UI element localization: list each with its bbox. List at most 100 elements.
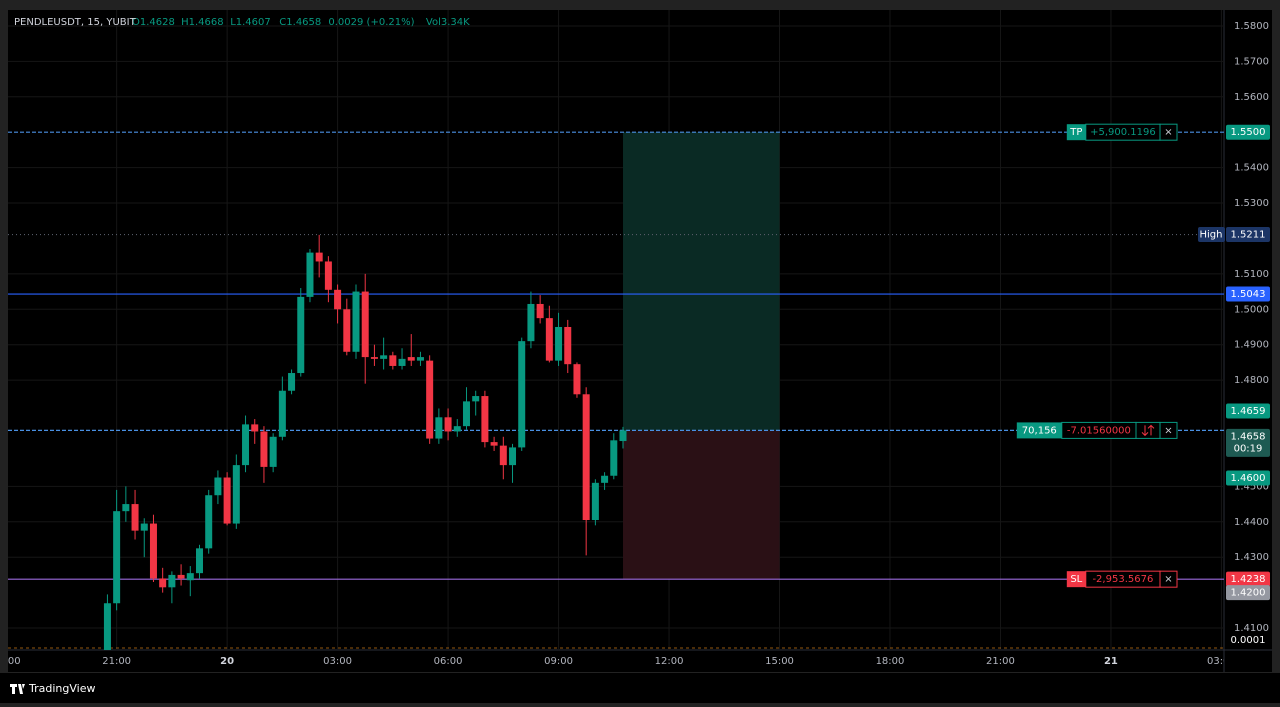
order-close[interactable]: × xyxy=(1164,574,1172,585)
candle-body xyxy=(214,477,222,496)
x-tick-label: 03:00 xyxy=(323,656,352,667)
candle-body xyxy=(509,447,517,466)
candle-body xyxy=(380,355,388,359)
x-tick-label: 06:00 xyxy=(434,656,463,667)
candle-body xyxy=(398,358,406,366)
candle-body xyxy=(278,390,286,437)
candle-body xyxy=(573,364,581,395)
candle-body xyxy=(306,252,314,297)
price-tag-name-box xyxy=(1198,227,1225,243)
profit-zone xyxy=(622,132,780,431)
candle-body xyxy=(435,417,443,439)
x-tick-label: 09:00 xyxy=(544,656,573,667)
candle-body xyxy=(343,309,351,352)
candle-body xyxy=(122,504,130,512)
candle-body xyxy=(416,357,424,361)
candle-body xyxy=(591,482,599,521)
ohlc-label: H1.4668 xyxy=(181,17,224,28)
y-tick-label: 1.4800 xyxy=(1234,375,1269,386)
candle-body xyxy=(545,318,553,361)
x-tick-label: 18:00 xyxy=(876,656,905,667)
price-tag-box xyxy=(1226,227,1270,243)
y-tick-label: 1.4400 xyxy=(1234,517,1269,528)
volume-tag-box xyxy=(1226,633,1270,647)
candle-body xyxy=(407,357,415,361)
order-name-box xyxy=(1066,571,1086,588)
candle-body xyxy=(370,357,378,359)
candle-body xyxy=(527,303,535,342)
candle-body xyxy=(103,603,111,650)
candle-body xyxy=(361,291,369,358)
x-tick-label: 18:00 xyxy=(0,656,21,667)
price-tag: 1.4238 xyxy=(1231,574,1266,585)
candle-body xyxy=(177,574,185,579)
symbol: PENDLEUSDT, 15, YUBIT xyxy=(14,17,137,28)
candle-body xyxy=(619,430,627,442)
candle-body xyxy=(297,296,305,374)
candle-body xyxy=(315,252,323,262)
order-name: SL xyxy=(1070,574,1082,585)
candle-body xyxy=(140,523,148,531)
candle-body xyxy=(260,431,268,467)
price-tag-box xyxy=(1226,585,1270,601)
price-tag: 1.5500 xyxy=(1231,127,1266,138)
price-tag-name: High xyxy=(1200,230,1223,241)
candle-body xyxy=(426,360,434,439)
y-tick-label: 1.4100 xyxy=(1234,623,1269,634)
y-tick-label: 1.5000 xyxy=(1234,304,1269,315)
candle-body xyxy=(159,578,167,588)
candle-body xyxy=(453,426,461,432)
candle-body xyxy=(251,424,259,432)
candle-body xyxy=(490,442,498,446)
price-tag: 1.4659 xyxy=(1231,406,1266,417)
y-tick-label: 1.5100 xyxy=(1234,269,1269,280)
brand-logo xyxy=(10,684,25,694)
price-tag-box xyxy=(1226,403,1270,419)
price-tag-box xyxy=(1226,124,1270,140)
price-tag: 1.4200 xyxy=(1231,588,1266,599)
candle-body xyxy=(389,355,397,366)
candle-body xyxy=(555,326,563,361)
y-tick-label: 1.4900 xyxy=(1234,340,1269,351)
price-tag: 1.5043 xyxy=(1231,289,1266,300)
order-pnl: +5,900.1196 xyxy=(1090,127,1156,138)
order-close[interactable]: × xyxy=(1164,127,1172,138)
candle-body xyxy=(131,504,139,531)
brand: TradingView xyxy=(28,682,95,695)
candle-body xyxy=(564,326,572,365)
price-tag-box xyxy=(1226,428,1270,457)
ohlc-label: C1.4658 xyxy=(279,17,321,28)
price-countdown: 00:19 xyxy=(1234,443,1263,454)
candle-body xyxy=(223,477,231,524)
price-tag: 1.5211 xyxy=(1231,230,1266,241)
volume-label: Vol3.34K xyxy=(426,17,470,28)
y-tick-label: 1.4300 xyxy=(1234,552,1269,563)
volume-scale-label: 0.0001 xyxy=(1231,635,1266,646)
order-close[interactable]: × xyxy=(1164,425,1172,436)
candle-body xyxy=(269,436,277,467)
candle-body xyxy=(242,424,250,466)
price-tag-box xyxy=(1226,571,1270,587)
footer xyxy=(0,673,1280,703)
y-tick-label: 1.5800 xyxy=(1234,21,1269,32)
candle-body xyxy=(168,574,176,588)
candle-body xyxy=(334,289,342,310)
candle-body xyxy=(499,445,507,466)
loss-zone xyxy=(622,430,780,580)
price-tag-box xyxy=(1226,286,1270,302)
candle-body xyxy=(518,341,526,448)
y-tick-label: 1.5600 xyxy=(1234,92,1269,103)
candle-body xyxy=(472,396,480,402)
price-tag: 1.4658 xyxy=(1231,431,1266,442)
candle-body xyxy=(186,573,194,581)
order-reverse-box xyxy=(1135,421,1161,439)
candle-body xyxy=(462,401,470,427)
candle-body xyxy=(610,440,618,476)
candle-body xyxy=(195,548,203,574)
ohlc-label: O1.4628 xyxy=(132,17,175,28)
candle-body xyxy=(444,417,452,432)
candle-body xyxy=(232,465,240,524)
order-pnl: -2,953.5676 xyxy=(1092,574,1153,585)
order-name-box xyxy=(1016,422,1062,439)
